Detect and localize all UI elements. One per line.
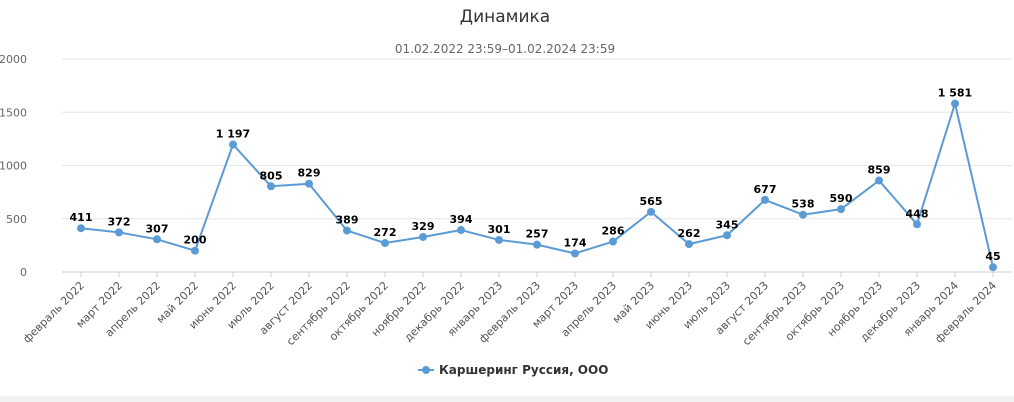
data-label: 448 <box>906 207 929 220</box>
series-group <box>77 99 997 272</box>
data-point[interactable] <box>875 176 883 185</box>
data-label: 372 <box>108 215 131 228</box>
data-label: 272 <box>374 226 397 239</box>
data-point[interactable] <box>77 224 85 233</box>
data-point[interactable] <box>115 228 123 237</box>
data-point[interactable] <box>989 263 997 272</box>
data-point[interactable] <box>799 210 807 219</box>
data-point[interactable] <box>153 235 161 244</box>
data-point[interactable] <box>495 235 503 244</box>
data-label: 329 <box>412 220 435 233</box>
data-label: 805 <box>260 169 283 182</box>
data-point[interactable] <box>951 99 959 108</box>
legend[interactable]: Каршеринг Руссия, ООО <box>418 363 608 377</box>
data-point[interactable] <box>381 239 389 248</box>
data-label: 538 <box>792 198 815 211</box>
data-label: 829 <box>298 167 321 180</box>
footer-band <box>0 396 1014 402</box>
y-tick-label: 500 <box>6 213 27 226</box>
data-label: 345 <box>716 218 739 231</box>
data-label: 859 <box>868 164 891 177</box>
data-label: 394 <box>450 213 473 226</box>
data-label: 677 <box>754 183 777 196</box>
data-label: 200 <box>184 234 207 247</box>
data-point[interactable] <box>761 195 769 204</box>
data-label: 257 <box>526 228 549 241</box>
data-labels: 411 372 307 200 1 197 805 829 389 272 329 394 301 25… <box>70 87 1001 264</box>
data-point[interactable] <box>609 237 617 246</box>
x-tick-label: февраль 2022 <box>20 279 87 346</box>
data-label: 286 <box>602 225 625 238</box>
data-label: 389 <box>336 214 359 227</box>
data-point[interactable] <box>533 240 541 249</box>
data-point[interactable] <box>419 232 427 241</box>
data-label: 174 <box>564 236 587 249</box>
legend-marker <box>422 366 430 374</box>
legend-label[interactable]: Каршеринг Руссия, ООО <box>439 363 608 377</box>
data-point[interactable] <box>343 226 351 235</box>
data-label: 262 <box>678 227 701 240</box>
y-tick-label: 2000 <box>0 53 27 66</box>
data-point[interactable] <box>837 205 845 214</box>
data-point[interactable] <box>305 179 313 188</box>
y-tick-label: 0 <box>20 266 27 279</box>
data-label: 1 581 <box>938 87 972 100</box>
chart-title: Динамика <box>460 7 550 27</box>
data-point[interactable] <box>457 226 465 235</box>
data-point[interactable] <box>191 246 199 255</box>
data-label: 411 <box>70 211 93 224</box>
data-label: 307 <box>146 222 169 235</box>
chart-subtitle: 01.02.2022 23:59–01.02.2024 23:59 <box>395 42 615 56</box>
data-point[interactable] <box>685 240 693 249</box>
data-label: 301 <box>488 223 511 236</box>
data-label: 590 <box>830 192 853 205</box>
data-point[interactable] <box>913 220 921 229</box>
y-tick-label: 1000 <box>0 160 27 173</box>
data-point[interactable] <box>723 231 731 240</box>
y-axis: 0 500 1000 1500 2000 <box>0 53 27 279</box>
data-label: 1 197 <box>216 128 250 141</box>
data-point[interactable] <box>267 182 275 191</box>
y-tick-label: 1500 <box>0 106 27 119</box>
data-point[interactable] <box>571 249 579 258</box>
data-label: 45 <box>985 250 1000 263</box>
data-point[interactable] <box>229 140 237 149</box>
grid-lines <box>62 58 1012 273</box>
data-point[interactable] <box>647 207 655 216</box>
data-label: 565 <box>640 195 663 208</box>
